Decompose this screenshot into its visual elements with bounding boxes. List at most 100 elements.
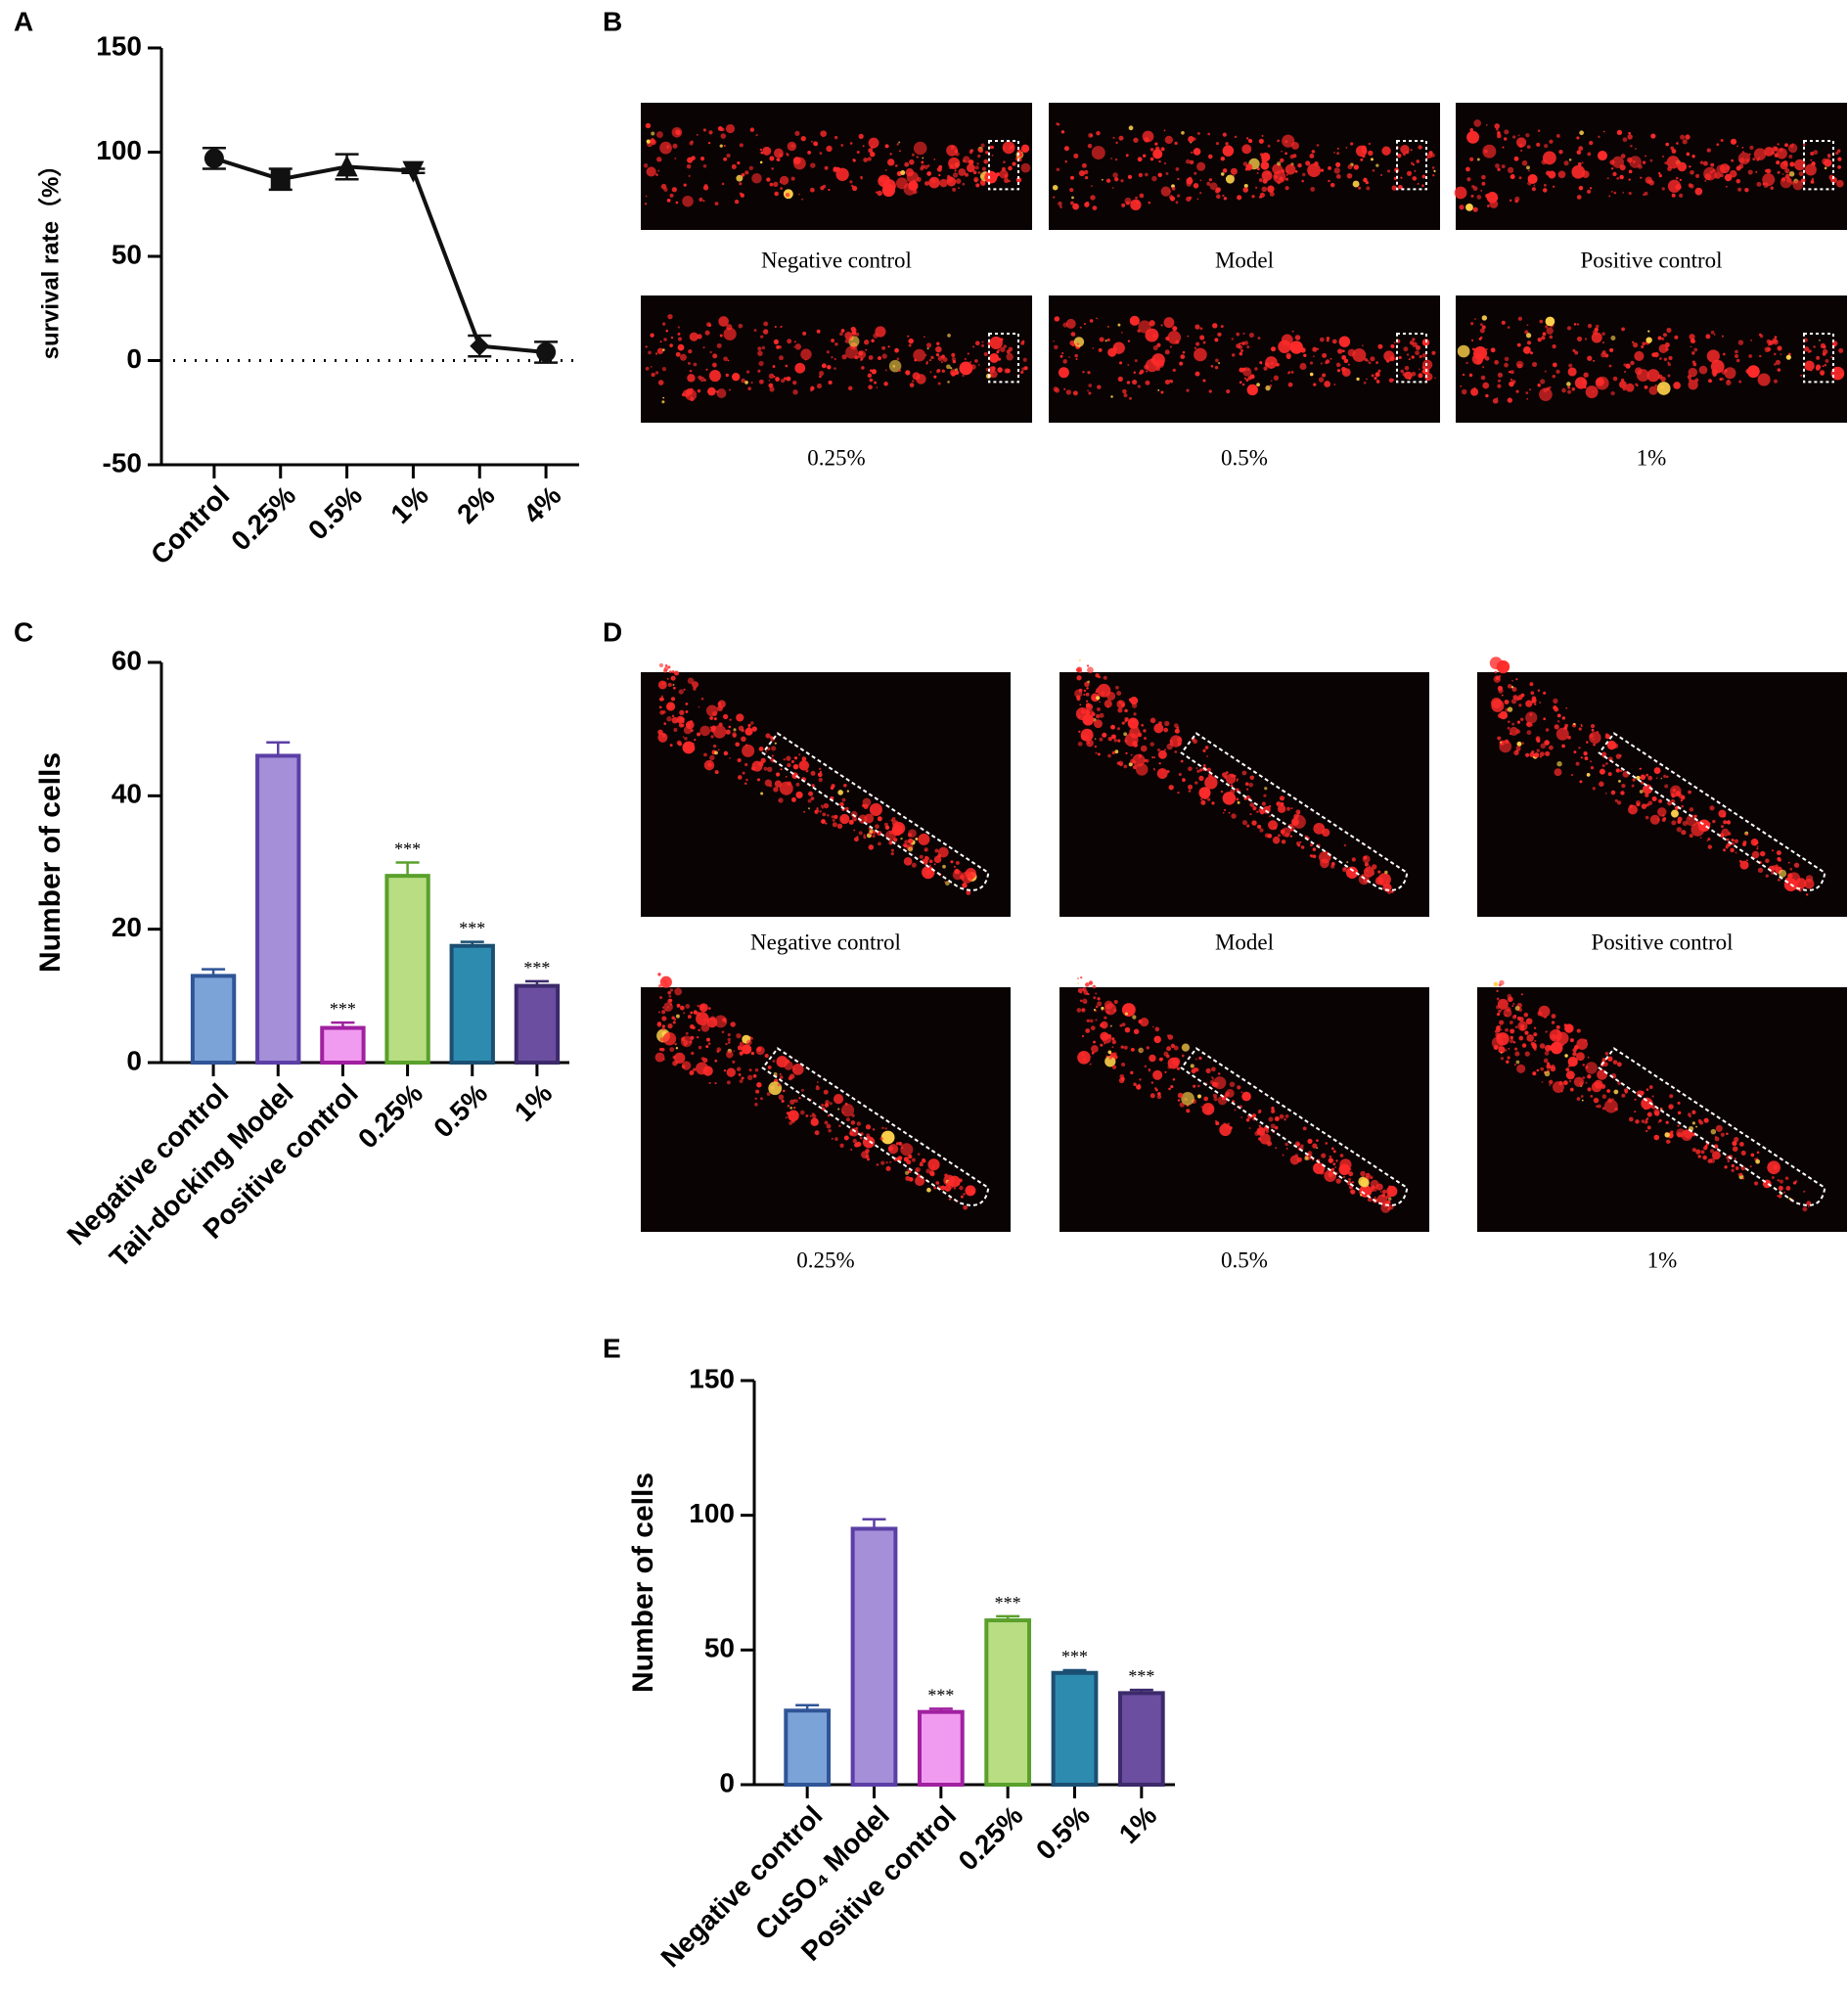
- cell-dot: [1168, 1087, 1171, 1091]
- roi-box: [1396, 333, 1427, 384]
- cell-dot: [1281, 150, 1284, 153]
- cell-dot: [822, 812, 827, 817]
- cell-dot: [997, 367, 1003, 373]
- cell-dot: [1282, 1154, 1285, 1157]
- cell-dot: [1363, 177, 1368, 183]
- cell-dot: [1480, 189, 1483, 192]
- cell-dot: [754, 1067, 759, 1072]
- cell-dot: [856, 1121, 861, 1126]
- cell-dot: [685, 720, 695, 730]
- cell-dot: [660, 1041, 663, 1043]
- cell-dot: [1561, 387, 1566, 393]
- cell-dot: [1545, 728, 1550, 732]
- cell-dot: [1548, 1045, 1553, 1050]
- cell-dot: [1369, 1175, 1374, 1180]
- cell-dot: [810, 770, 816, 776]
- cell-dot: [676, 1003, 681, 1008]
- cell-dot: [1541, 1081, 1544, 1083]
- cell-dot: [731, 163, 737, 169]
- cell-dot: [834, 357, 836, 361]
- cell-dot: [1636, 802, 1641, 807]
- cell-dot: [1677, 161, 1688, 172]
- cell-dot: [816, 329, 821, 334]
- cell-dot: [1776, 160, 1780, 165]
- cell-dot: [671, 1016, 675, 1021]
- cell-dot: [1076, 342, 1080, 345]
- cell-dot: [1241, 383, 1245, 386]
- cell-dot: [750, 766, 756, 771]
- cell-dot: [1178, 772, 1182, 777]
- cell-dot: [1386, 1200, 1391, 1205]
- cell-dot: [1589, 760, 1593, 763]
- cell-dot: [1360, 1178, 1370, 1188]
- cell-dot: [1012, 161, 1016, 166]
- cell-dot: [1557, 170, 1566, 179]
- cell-dot: [846, 790, 849, 793]
- image-frame: [1456, 103, 1847, 230]
- cell-dot: [1403, 346, 1409, 352]
- cell-dot: [1670, 146, 1675, 151]
- cell-dot: [1319, 337, 1325, 342]
- cell-dot: [1508, 370, 1511, 374]
- cell-dot: [1789, 868, 1793, 871]
- cell-dot: [848, 336, 860, 347]
- cell-dot: [751, 726, 757, 732]
- cell-dot: [705, 368, 708, 371]
- cell-dot: [1257, 1111, 1261, 1114]
- cell-dot: [1600, 352, 1606, 358]
- cell-dot: [1084, 175, 1089, 180]
- cell-dot: [1565, 1067, 1570, 1072]
- cell-dot: [1777, 345, 1782, 351]
- cell-dot: [911, 153, 915, 157]
- cell-dot: [1360, 158, 1364, 161]
- cell-dot: [1677, 819, 1682, 824]
- cell-dot: [760, 151, 764, 155]
- cell-dot: [1256, 1129, 1262, 1135]
- cell-dot: [1164, 1070, 1167, 1073]
- cell-dot: [863, 834, 866, 837]
- cell-dot: [1718, 809, 1727, 818]
- cell-dot: [1177, 1092, 1184, 1099]
- cell-dot: [1095, 751, 1098, 754]
- cell-dot: [1529, 751, 1535, 757]
- cell-dot: [828, 380, 833, 386]
- cell-dot: [792, 763, 799, 770]
- cell-dot: [1339, 1154, 1344, 1157]
- cell-dot: [1810, 152, 1815, 156]
- cell-dot: [1320, 168, 1325, 172]
- cell-dot: [1648, 386, 1658, 395]
- cell-dot: [1193, 137, 1196, 141]
- cell-dot: [666, 716, 672, 722]
- cell-dot: [1512, 695, 1518, 701]
- cell-dot: [1194, 346, 1197, 349]
- cell-dot: [908, 846, 914, 852]
- cell-dot: [1246, 824, 1250, 828]
- cell-dot: [807, 798, 812, 803]
- cell-dot: [1670, 798, 1676, 804]
- cell-dot: [1579, 130, 1585, 136]
- cell-dot: [679, 709, 685, 716]
- cell-dot: [1125, 751, 1128, 754]
- cell-dot: [726, 1050, 734, 1059]
- cell-dot: [875, 326, 886, 338]
- cell-dot: [1222, 792, 1237, 805]
- significance: ***: [1128, 1666, 1154, 1686]
- cell-dot: [1237, 195, 1242, 201]
- cell-dot: [746, 1074, 753, 1080]
- cell-dot: [1677, 1111, 1682, 1115]
- cell-dot: [1243, 340, 1249, 345]
- cell-dot: [1604, 793, 1607, 794]
- cell-dot: [1431, 350, 1436, 355]
- cell-dot: [1328, 165, 1331, 170]
- cell-dot: [1322, 373, 1327, 378]
- cell-dot: [650, 365, 653, 368]
- cell-dot: [1294, 1141, 1300, 1147]
- cell-dot: [1508, 720, 1510, 723]
- cell-dot: [1546, 327, 1554, 335]
- cell-dot: [1544, 370, 1547, 373]
- cell-dot: [1645, 176, 1652, 184]
- cell-dot: [980, 143, 985, 148]
- cell-dot: [1157, 172, 1162, 178]
- cell-dot: [1132, 1015, 1137, 1020]
- cell-dot: [1114, 749, 1119, 754]
